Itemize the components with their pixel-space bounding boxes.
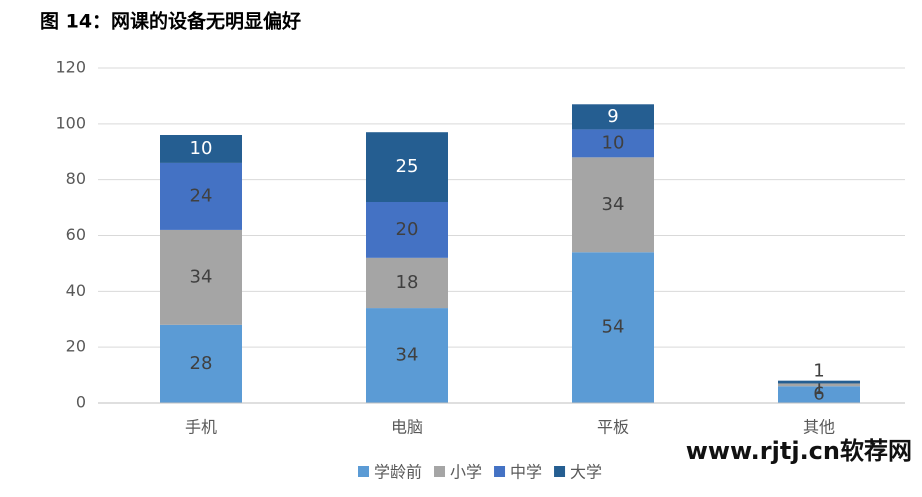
- data-label: 1: [813, 378, 824, 399]
- data-label: 10: [190, 138, 213, 159]
- legend-swatch: [434, 466, 446, 477]
- data-label: 24: [190, 185, 213, 206]
- bar-segment: [366, 132, 448, 202]
- legend-swatch: [554, 466, 566, 477]
- y-tick-label: 20: [66, 337, 86, 356]
- bar-segment: [572, 129, 654, 158]
- data-label: 6: [813, 384, 824, 405]
- bar-segment: [778, 386, 860, 403]
- legend-label: 大学: [570, 463, 602, 482]
- data-label: 34: [602, 194, 625, 215]
- data-label: 34: [190, 266, 213, 287]
- chart-title: 图 14：网课的设备无明显偏好: [40, 10, 301, 33]
- data-label: 54: [602, 317, 625, 338]
- data-label: 20: [396, 219, 419, 240]
- data-label: 28: [190, 353, 213, 374]
- legend-swatch: [358, 466, 369, 477]
- bar-segment: [572, 252, 654, 403]
- legend-label: 中学: [510, 463, 542, 482]
- bar-segment: [160, 324, 242, 403]
- data-label: 34: [396, 345, 419, 366]
- y-tick-label: 80: [66, 169, 86, 188]
- bar-segment: [778, 380, 860, 384]
- x-tick-label: 其他: [803, 418, 835, 437]
- y-tick-label: 60: [66, 225, 86, 244]
- bar-segment: [160, 162, 242, 230]
- legend-swatch: [494, 466, 506, 477]
- data-label: 25: [396, 156, 419, 177]
- bar-segment: [160, 229, 242, 325]
- watermark: www.rjtj.cn软荐网: [686, 437, 912, 465]
- data-label: 1: [813, 361, 824, 382]
- y-tick-label: 40: [66, 281, 86, 300]
- bar-segment: [160, 135, 242, 163]
- y-tick-label: 0: [76, 393, 86, 412]
- y-tick-label: 120: [55, 58, 86, 77]
- data-label: 18: [396, 272, 419, 293]
- x-tick-label: 平板: [597, 418, 629, 437]
- x-tick-label: 手机: [185, 418, 217, 437]
- bar-segment: [572, 157, 654, 253]
- bar-segment: [366, 202, 448, 258]
- bar-segment: [366, 257, 448, 309]
- data-label: 10: [602, 132, 625, 153]
- data-label: 9: [607, 106, 618, 127]
- bar-segment: [572, 104, 654, 130]
- legend-label: 学龄前: [374, 463, 422, 482]
- bar-segment: [778, 383, 860, 387]
- legend-label: 小学: [450, 463, 482, 482]
- bar-segment: [366, 308, 448, 403]
- x-tick-label: 电脑: [391, 418, 423, 437]
- y-tick-label: 100: [55, 113, 86, 132]
